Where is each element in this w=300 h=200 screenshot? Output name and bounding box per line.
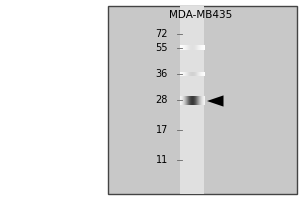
Text: 55: 55 — [155, 43, 168, 53]
Bar — [180, 6, 204, 194]
Text: 28: 28 — [156, 95, 168, 105]
Bar — [108, 6, 297, 194]
Polygon shape — [207, 95, 224, 107]
Text: 36: 36 — [156, 69, 168, 79]
Text: 72: 72 — [155, 29, 168, 39]
Text: 17: 17 — [156, 125, 168, 135]
Text: MDA-MB435: MDA-MB435 — [169, 10, 232, 20]
Text: 11: 11 — [156, 155, 168, 165]
